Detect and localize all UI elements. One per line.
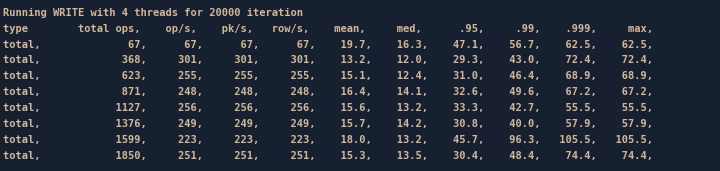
- Text: type        total ops,    op/s,    pk/s,   row/s,    mean,     med,      .95,   : type total ops, op/s, pk/s, row/s, mean,…: [3, 24, 653, 34]
- Text: total,             368,     301,     301,     301,    13.2,    12.0,    29.3,   : total, 368, 301, 301, 301, 13.2, 12.0, 2…: [3, 55, 653, 65]
- Text: total,             623,     255,     255,     255,    15.1,    12.4,    31.0,   : total, 623, 255, 255, 255, 15.1, 12.4, 3…: [3, 71, 653, 81]
- Text: total,            1850,     251,     251,     251,    15.3,    13.5,    30.4,   : total, 1850, 251, 251, 251, 15.3, 13.5, …: [3, 151, 653, 161]
- Text: total,             871,     248,     248,     248,    16.4,    14.1,    32.6,   : total, 871, 248, 248, 248, 16.4, 14.1, 3…: [3, 87, 653, 97]
- Text: total,            1127,     256,     256,     256,    15.6,    13.2,    33.3,   : total, 1127, 256, 256, 256, 15.6, 13.2, …: [3, 103, 653, 113]
- Text: Running WRITE with 4 threads for 20000 iteration: Running WRITE with 4 threads for 20000 i…: [3, 8, 303, 18]
- Text: total,            1599,     223,     223,     223,    18.0,    13.2,    45.7,   : total, 1599, 223, 223, 223, 18.0, 13.2, …: [3, 135, 653, 145]
- Text: total,              67,      67,      67,      67,    19.7,    16.3,    47.1,   : total, 67, 67, 67, 67, 19.7, 16.3, 47.1,: [3, 40, 653, 49]
- Text: total,            1376,     249,     249,     249,    15.7,    14.2,    30.8,   : total, 1376, 249, 249, 249, 15.7, 14.2, …: [3, 119, 653, 129]
